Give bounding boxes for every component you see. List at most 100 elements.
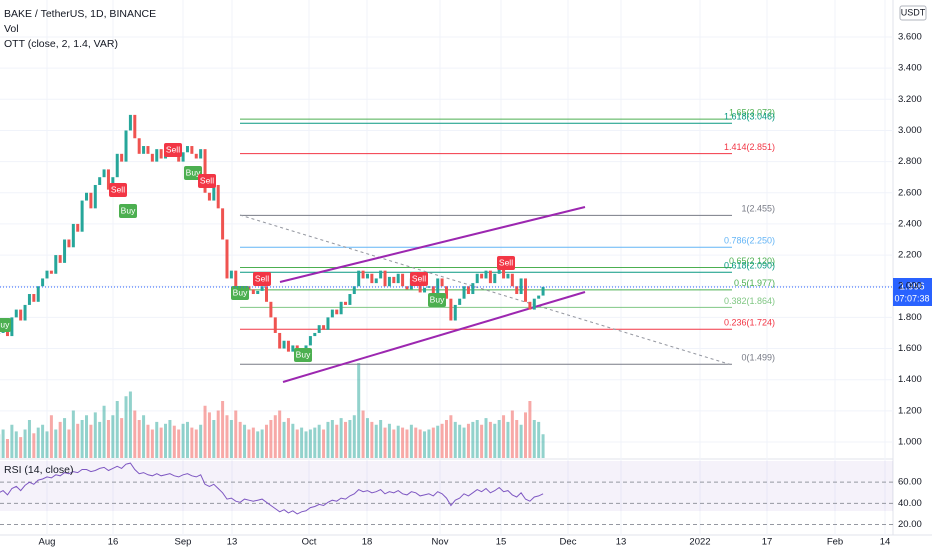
price-tick-label: 3.600 <box>898 32 922 43</box>
candle <box>63 239 67 263</box>
volume-bar <box>462 427 466 458</box>
signal-label: Sell <box>412 273 426 283</box>
volume-bar <box>497 420 501 458</box>
fib-label: 1.414(2.851) <box>724 142 775 152</box>
candle <box>212 184 216 201</box>
volume-bar <box>427 429 431 458</box>
candle <box>80 200 84 232</box>
time-tick-label: 2022 <box>689 537 710 548</box>
candle <box>159 149 163 159</box>
candle <box>387 276 391 287</box>
volume-bar <box>352 415 356 458</box>
channel-upper <box>279 206 586 283</box>
candle <box>374 278 378 284</box>
volume-bar <box>177 429 181 458</box>
signal-label: Buy <box>430 294 445 304</box>
volume-bar <box>357 363 361 458</box>
volume-bar <box>418 429 422 458</box>
signal-box <box>119 204 137 218</box>
volume-bar <box>401 427 405 458</box>
volume-bar <box>528 401 532 458</box>
candle <box>405 286 409 290</box>
candle <box>19 309 23 321</box>
volume-bar <box>106 420 110 458</box>
last-price: 1.996 <box>899 282 924 293</box>
volume-bar <box>45 431 49 458</box>
volume-bar <box>286 418 290 458</box>
price-tick-label: 2.600 <box>898 187 922 198</box>
volume-bar <box>291 423 295 458</box>
volume-bar <box>449 415 453 458</box>
volume-bar <box>295 429 299 458</box>
fib-label: 0.618(2.090) <box>724 261 775 271</box>
volume-bar <box>1 429 5 458</box>
volume-bar <box>541 434 545 458</box>
volume-bar <box>300 427 304 458</box>
candle <box>488 270 492 284</box>
volume-bar <box>251 427 255 458</box>
candle <box>85 192 89 201</box>
candle <box>475 273 479 284</box>
candle <box>392 276 396 284</box>
candle <box>45 270 49 279</box>
volume-bar <box>260 429 264 458</box>
fib-label: 0.5(1.977) <box>734 278 775 288</box>
rsi-tick-label: 40.00 <box>898 498 922 509</box>
symbol-title: BAKE / TetherUS, 1D, BINANCE <box>4 8 156 20</box>
time-tick-label: Dec <box>560 537 577 548</box>
candle <box>282 340 286 349</box>
candle <box>339 301 343 315</box>
time-tick-label: Feb <box>827 537 843 548</box>
candle <box>444 286 448 299</box>
candle <box>436 278 440 295</box>
candle <box>194 153 198 159</box>
signal-box <box>184 166 202 180</box>
signal-label: Sell <box>499 257 513 267</box>
fib-label: 1.618(3.046) <box>724 112 775 122</box>
candle <box>502 267 506 279</box>
volume-bar <box>414 427 418 458</box>
candle <box>256 290 260 295</box>
volume-bar <box>10 424 14 458</box>
volume-bar <box>409 424 413 458</box>
volume-bar <box>348 420 352 458</box>
volume-bar <box>203 405 207 458</box>
candle <box>519 278 523 295</box>
volume-bar <box>313 427 317 458</box>
candle <box>106 169 110 190</box>
volume-bar <box>493 423 497 458</box>
volume-bar <box>71 410 75 458</box>
volume-bar <box>221 401 225 458</box>
time-tick-label: Nov <box>432 537 449 548</box>
candle <box>76 223 80 232</box>
signal-label: Buy <box>121 205 136 215</box>
currency[interactable]: USDT <box>901 7 926 17</box>
price-tick-label: 3.400 <box>898 63 922 74</box>
signal-box <box>410 272 428 286</box>
volume-bar <box>269 420 273 458</box>
time-tick-label: Oct <box>302 537 317 548</box>
volume-bar <box>256 431 260 458</box>
currency-box[interactable] <box>899 5 927 21</box>
volume-bar <box>392 429 396 458</box>
volume-bar <box>475 420 479 458</box>
signal-box <box>497 256 515 270</box>
candle <box>528 301 532 310</box>
volume-bar <box>365 418 369 458</box>
candle <box>98 177 102 185</box>
candle <box>54 255 58 274</box>
volume-bar <box>532 420 536 458</box>
time-tick-label: 14 <box>880 537 891 548</box>
candle <box>32 294 36 302</box>
volume-bar <box>120 418 124 458</box>
candle <box>427 286 431 288</box>
candle <box>458 298 462 305</box>
volume-bar <box>344 421 348 458</box>
signal-box <box>164 143 182 157</box>
volume-bar <box>308 429 312 458</box>
price-tick-label: 1.200 <box>898 405 922 416</box>
candle <box>326 317 330 330</box>
candle <box>308 336 312 346</box>
volume-bar <box>405 429 409 458</box>
signal-box <box>231 286 249 300</box>
